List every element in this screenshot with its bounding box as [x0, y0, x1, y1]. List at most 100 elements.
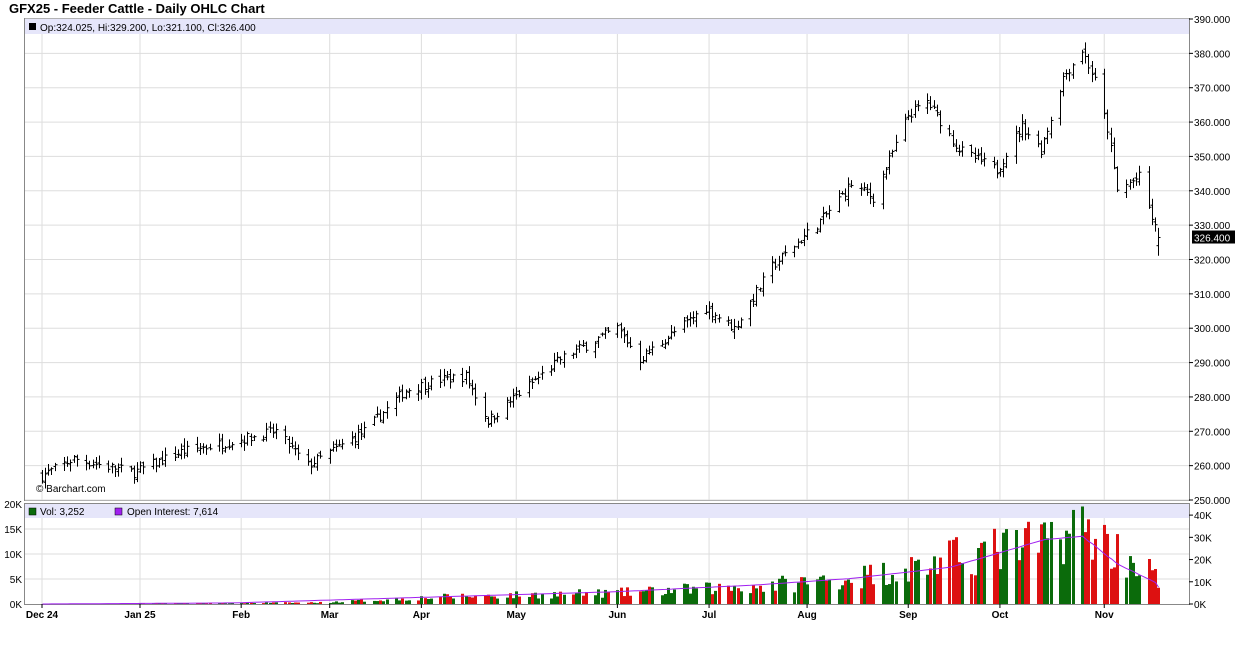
volume-bar [793, 592, 796, 604]
volume-bar [926, 574, 929, 604]
volume-bar [1157, 587, 1160, 604]
volume-bar [695, 588, 698, 604]
volume-bar [1154, 569, 1157, 604]
volume-bar [977, 548, 980, 604]
volume-bar [452, 598, 455, 604]
volume-bar [275, 602, 278, 604]
volume-bar [332, 602, 335, 604]
volume-bar [664, 593, 667, 604]
volume-bar [288, 602, 291, 604]
volume-bar [360, 599, 363, 604]
oi-legend-text: Open Interest: 7,614 [127, 507, 219, 518]
price-axis: 390.000 380.000 370.000 360.000 350.000 340.0… [1189, 15, 1231, 507]
volume-bar [1148, 559, 1151, 604]
volume-bar [1125, 577, 1128, 604]
volume-bar [398, 600, 401, 604]
oi-legend-swatch [114, 507, 123, 516]
volume-bar [243, 603, 246, 604]
volume-bar [803, 577, 806, 604]
volume-bar [1043, 522, 1046, 604]
volume-bar [882, 562, 885, 604]
volume-bar [917, 559, 920, 604]
volume-bar [838, 589, 841, 604]
volume-bar [708, 582, 711, 604]
volume-bar [620, 587, 623, 604]
volume-bar [395, 597, 398, 604]
volume-bar [1018, 560, 1021, 604]
volume-bar [904, 568, 907, 604]
volume-bar [891, 574, 894, 604]
volume-bar [863, 565, 866, 604]
volume-bar [420, 596, 423, 604]
volume-bar [730, 590, 733, 604]
volume-bar [607, 591, 610, 604]
volume-bar [970, 574, 973, 604]
volume-bar [468, 596, 471, 604]
volume-bar [291, 602, 294, 604]
volume-bar [1027, 521, 1030, 604]
volume-bar [578, 589, 581, 604]
volume-bar [860, 588, 863, 604]
volume-bar [319, 601, 322, 604]
watermark: © Barchart.com [36, 484, 106, 495]
volume-bar [474, 595, 477, 604]
volume-bar [806, 584, 809, 604]
volume-bar [553, 592, 556, 604]
volume-bar [993, 528, 996, 604]
volume-bar [594, 595, 597, 604]
volume-bar [819, 576, 822, 604]
volume-bar [1151, 570, 1154, 604]
volume-bar [784, 578, 787, 604]
volume-bar [379, 600, 382, 604]
volume-bar [948, 540, 951, 604]
volume-bar [582, 595, 585, 604]
volume-bar [313, 602, 316, 604]
volume-axis: 20K 15K 10K 5K 0K [4, 500, 22, 611]
volume-bar [869, 564, 872, 604]
volume-bar [1135, 576, 1138, 604]
volume-bar [373, 600, 376, 604]
vol-legend-text: Vol: 3,252 [40, 507, 85, 518]
price-grid [25, 18, 1189, 501]
volume-bar [224, 603, 227, 604]
volume-bar [727, 585, 730, 604]
ohlc-series [40, 42, 1161, 489]
volume-bar [559, 591, 562, 604]
volume-bar [253, 603, 256, 604]
volume-bar [424, 598, 427, 604]
date-tick-label: Mar [321, 610, 339, 621]
volume-bar [936, 574, 939, 604]
price-tick-label: 310.000 [1194, 290, 1231, 301]
volume-bar [316, 603, 319, 604]
oi-tick-label: 0K [1194, 600, 1207, 611]
volume-bar [844, 580, 847, 604]
volume-bar [310, 602, 313, 604]
volume-bar [1015, 530, 1018, 604]
volume-bar [541, 593, 544, 604]
price-tick-label: 250.000 [1194, 496, 1231, 507]
volume-bar [958, 562, 961, 604]
volume-bar [341, 602, 344, 604]
open-interest-line [42, 535, 1159, 605]
last-price-marker: 326.400 [1192, 230, 1235, 245]
volume-bar [1106, 533, 1109, 604]
price-info-marker [29, 23, 36, 30]
volume-bar [1002, 532, 1005, 604]
volume-bar [534, 592, 537, 604]
volume-bar [778, 578, 781, 604]
volume-bar [825, 580, 828, 604]
volume-bar [711, 594, 714, 604]
volume-bar [623, 596, 626, 604]
date-tick-label: Jun [608, 610, 626, 621]
volume-bar [487, 594, 490, 604]
volume-bar [228, 603, 231, 604]
volume-bar [1068, 533, 1071, 604]
volume-bar [866, 574, 869, 604]
volume-bar [250, 602, 253, 604]
volume-bar [512, 598, 515, 604]
volume-bar [955, 537, 958, 604]
volume-bar [822, 575, 825, 604]
volume-bar [351, 600, 354, 604]
volume-bar [752, 585, 755, 604]
date-tick-label: Feb [232, 610, 250, 621]
